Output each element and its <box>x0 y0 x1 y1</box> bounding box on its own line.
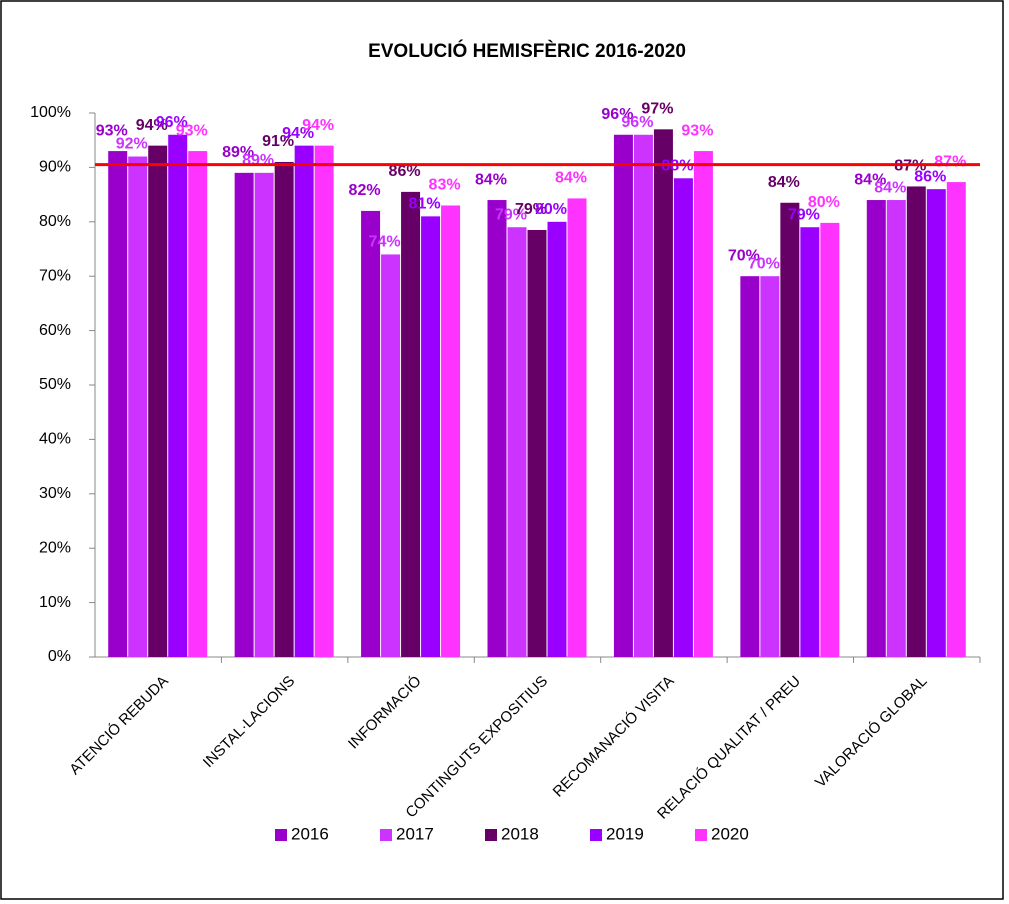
value-label: 93% <box>96 122 128 139</box>
value-label: 81% <box>409 196 441 213</box>
bar <box>361 210 381 658</box>
y-tick-label: 0% <box>48 648 71 665</box>
bar <box>441 205 461 658</box>
legend-swatch <box>590 829 602 841</box>
value-label: 84% <box>768 174 800 191</box>
bar <box>886 200 906 658</box>
y-tick-label: 20% <box>39 539 71 556</box>
value-label: 83% <box>429 177 461 194</box>
value-label: 93% <box>681 122 713 139</box>
bar <box>128 156 148 657</box>
value-label: 94% <box>136 117 168 134</box>
value-label: 70% <box>748 255 780 272</box>
legend-label: 2016 <box>291 824 329 843</box>
value-label: 96% <box>621 114 653 131</box>
bar <box>314 145 334 657</box>
y-tick-label: 90% <box>39 159 71 176</box>
legend-label: 2019 <box>606 824 644 843</box>
bar <box>188 151 208 657</box>
value-label: 74% <box>369 234 401 251</box>
value-label: 97% <box>641 101 673 118</box>
bar <box>148 145 168 657</box>
bar <box>653 129 673 657</box>
y-tick-label: 70% <box>39 267 71 284</box>
bar <box>401 191 421 657</box>
value-label: 86% <box>389 163 421 180</box>
bar <box>108 151 128 657</box>
value-label: 86% <box>914 168 946 185</box>
bar <box>254 172 274 657</box>
value-label: 93% <box>176 122 208 139</box>
legend-swatch <box>485 829 497 841</box>
value-label: 96% <box>601 106 633 123</box>
bar <box>421 216 441 658</box>
value-label: 94% <box>282 125 314 142</box>
bar <box>613 134 633 657</box>
bar <box>926 189 946 657</box>
value-label: 84% <box>874 179 906 196</box>
value-label: 70% <box>728 247 760 264</box>
value-label: 91% <box>262 133 294 150</box>
bar <box>800 227 820 658</box>
bar <box>946 182 966 657</box>
bar <box>234 172 254 657</box>
bar <box>740 276 760 657</box>
bar <box>168 134 188 657</box>
value-label: 92% <box>116 136 148 153</box>
y-tick-label: 10% <box>39 594 71 611</box>
value-label: 89% <box>242 152 274 169</box>
bar <box>820 222 840 657</box>
bar <box>381 254 401 657</box>
value-label: 84% <box>475 171 507 188</box>
legend-label: 2018 <box>501 824 539 843</box>
bar <box>507 227 527 658</box>
value-label: 96% <box>156 114 188 131</box>
legend-swatch <box>380 829 392 841</box>
bar <box>906 186 926 657</box>
bar <box>274 161 294 657</box>
y-tick-label: 80% <box>39 213 71 230</box>
chart-title: EVOLUCIÓ HEMISFÈRIC 2016-2020 <box>368 40 686 62</box>
bar <box>547 221 567 658</box>
bar <box>760 276 780 657</box>
value-label: 79% <box>515 201 547 218</box>
value-label: 80% <box>535 201 567 218</box>
value-label: 94% <box>302 117 334 134</box>
value-label: 79% <box>788 206 820 223</box>
legend-label: 2017 <box>396 824 434 843</box>
bar <box>866 200 886 658</box>
bar <box>693 151 713 657</box>
value-label: 80% <box>808 194 840 211</box>
legend-swatch <box>275 829 287 841</box>
value-label: 89% <box>222 144 254 161</box>
value-label: 82% <box>349 182 381 199</box>
bar <box>673 178 693 657</box>
y-tick-label: 60% <box>39 322 71 339</box>
value-label: 84% <box>854 171 886 188</box>
y-tick-label: 40% <box>39 431 71 448</box>
bar <box>633 134 653 657</box>
value-label: 87% <box>934 153 966 170</box>
y-tick-label: 100% <box>30 104 71 121</box>
legend-label: 2020 <box>711 824 749 843</box>
bar <box>567 198 587 657</box>
bar <box>780 202 800 657</box>
bar <box>487 200 507 658</box>
legend-swatch <box>695 829 707 841</box>
value-label: 84% <box>555 170 587 187</box>
bar <box>294 145 314 657</box>
y-tick-label: 30% <box>39 485 71 502</box>
y-tick-label: 50% <box>39 376 71 393</box>
value-label: 79% <box>495 206 527 223</box>
bar <box>527 229 547 657</box>
